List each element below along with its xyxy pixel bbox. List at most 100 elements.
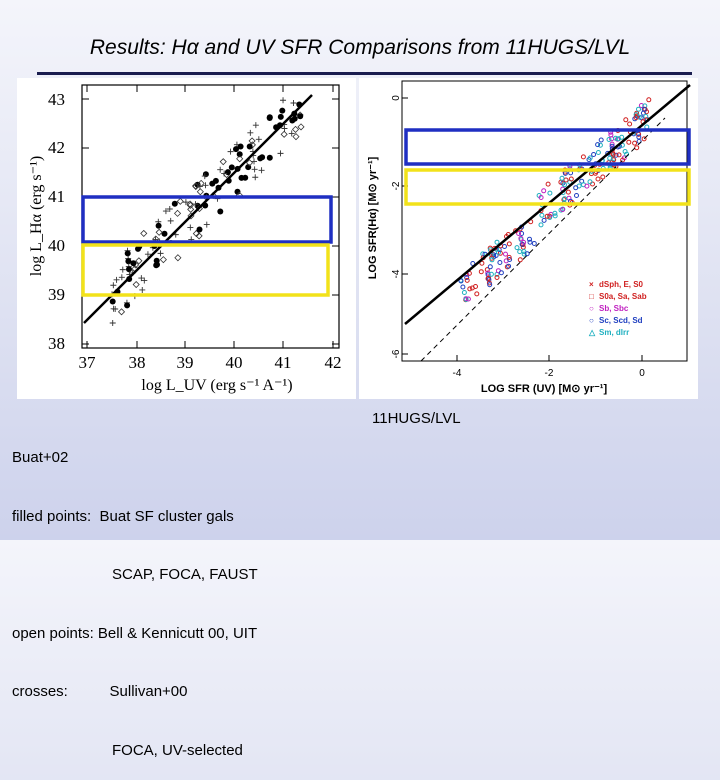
right-point (494, 275, 500, 280)
right-point (527, 236, 532, 242)
filled-point (171, 200, 178, 207)
filled-point (124, 250, 131, 257)
open-point (292, 133, 300, 141)
right-ytick-label: 0 (391, 95, 402, 101)
filled-point (257, 155, 264, 162)
cross-point (288, 130, 295, 137)
open-point (236, 155, 244, 163)
right-point (595, 176, 601, 182)
cross-point (119, 266, 126, 273)
right-point (503, 251, 508, 257)
right-point (600, 174, 606, 180)
right-legend: × dSph, E, S0 □ S0a, Sa, Sab ○ Sb, Sbc ○… (588, 280, 647, 337)
cross-point (277, 150, 284, 157)
legend-symbol: ○ (589, 304, 594, 313)
cross-point (255, 136, 262, 143)
right-point (632, 116, 638, 122)
right-point (464, 277, 470, 283)
legend-symbol: ○ (589, 316, 594, 325)
cross-point (182, 199, 189, 206)
right-blue-box (404, 128, 691, 166)
open-point (248, 137, 256, 145)
legend-symbol: △ (588, 328, 596, 337)
right-point (580, 154, 586, 160)
cross-point (118, 274, 125, 281)
cross-point (144, 251, 151, 258)
right-point (461, 290, 467, 295)
right-point (634, 145, 640, 151)
right-point (598, 137, 604, 143)
slide-title: Results: Hα and UV SFR Comparisons from … (89, 36, 631, 59)
right-point (633, 115, 639, 121)
right-point (506, 241, 512, 247)
open-point (195, 205, 203, 213)
right-yellow-box (404, 168, 691, 206)
right-point (470, 261, 476, 266)
right-point (463, 297, 469, 302)
right-point (502, 244, 507, 249)
right-point (611, 157, 617, 163)
right-point (521, 251, 527, 257)
title-underline (37, 72, 692, 75)
left-xtick-label: 40 (226, 353, 243, 372)
right-point (633, 112, 639, 118)
right-point (506, 254, 512, 260)
right-point (531, 241, 537, 246)
cross-point (166, 206, 173, 213)
filled-point (277, 113, 284, 120)
left-xtick-label: 39 (177, 353, 194, 372)
cross-point (252, 174, 259, 181)
right-point (636, 114, 642, 120)
right-ytick-label: -2 (391, 181, 402, 190)
open-point (245, 159, 254, 167)
right-point (641, 136, 647, 142)
left-figure: 43 42 41 40 39 38 37 38 39 40 41 42 log … (17, 78, 356, 399)
right-point (541, 188, 547, 194)
legend-symbol: × (589, 280, 594, 289)
right-point (560, 207, 566, 213)
cross-point (258, 167, 265, 174)
right-point (547, 190, 553, 196)
right-point (506, 263, 512, 269)
filled-point (228, 164, 235, 171)
open-point (192, 182, 200, 190)
right-point (487, 264, 493, 270)
caption-line: Buat+02 (12, 449, 69, 466)
right-point (488, 271, 494, 277)
left-x-tick-marks (86, 85, 334, 348)
left-y-tick-marks (82, 98, 339, 345)
legend-label: S0a, Sa, Sab (599, 292, 647, 301)
right-y-axis-label: LOG SFR(Hα) [M⊙ yr⁻¹] (367, 156, 379, 279)
right-point (607, 155, 613, 161)
right-point (465, 296, 471, 302)
caption-line: crosses: Sullivan+00 (12, 683, 188, 700)
filled-point (246, 143, 253, 150)
right-point (636, 106, 641, 112)
cross-point (141, 277, 148, 284)
right-x-axis-label: LOG SFR (UV) [M⊙ yr⁻¹] (481, 383, 608, 395)
open-point (291, 125, 300, 133)
filled-point (130, 260, 137, 267)
right-point (458, 278, 464, 284)
left-yellow-box (81, 243, 330, 297)
cross-point (162, 208, 169, 215)
cross-point (139, 286, 146, 293)
right-ytick-label: -6 (391, 349, 402, 358)
cross-point (251, 166, 258, 173)
right-point (595, 142, 601, 148)
left-ytick-label: 42 (48, 138, 65, 157)
right-point (545, 181, 551, 187)
right-xtick-label: -4 (453, 368, 462, 379)
filled-point (109, 298, 116, 305)
filled-point (242, 174, 249, 181)
left-x-axis-label: log L_UV (erg s⁻¹ A⁻¹) (141, 377, 292, 394)
cross-point (221, 170, 228, 177)
cross-point (110, 282, 117, 289)
cross-point (196, 183, 203, 190)
right-point (517, 257, 523, 263)
filled-point (124, 302, 131, 309)
right-point (563, 177, 569, 183)
filled-point (155, 222, 162, 229)
filled-point (289, 117, 296, 124)
right-point (591, 152, 597, 157)
